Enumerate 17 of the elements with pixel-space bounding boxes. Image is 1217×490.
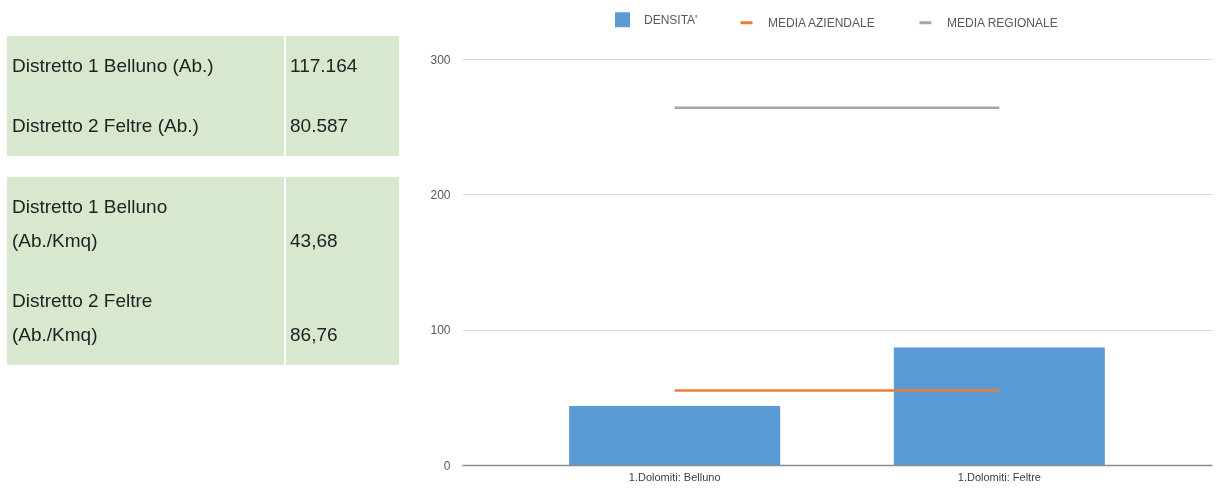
x-tick-label: 1.Dolomiti: Feltre <box>957 470 1041 483</box>
text: 117.164 <box>286 36 399 96</box>
text: 43,68 <box>286 177 399 271</box>
text: Distretto 2 Feltre (Ab.) <box>7 96 284 156</box>
text: 80.587 <box>286 96 399 156</box>
y-tick-label: 0 <box>443 458 451 473</box>
text: Distretto 1 Belluno (Ab.) <box>7 36 284 96</box>
x-tick-label: 1.Dolomiti: Belluno <box>628 470 721 483</box>
y-tick-label: 100 <box>430 323 451 338</box>
y-tick-label: 200 <box>430 187 451 202</box>
legend-label: MEDIA AZIENDALE <box>768 15 875 30</box>
y-tick-label: 300 <box>430 52 451 67</box>
legend-label: MEDIA REGIONALE <box>947 15 1058 30</box>
text: 86,76 <box>286 271 399 365</box>
text: Distretto 2 Feltre (Ab./Kmq) <box>7 271 284 365</box>
text: Distretto 1 Belluno (Ab./Kmq) <box>7 177 284 271</box>
legend-label: DENSITA' <box>644 12 698 27</box>
